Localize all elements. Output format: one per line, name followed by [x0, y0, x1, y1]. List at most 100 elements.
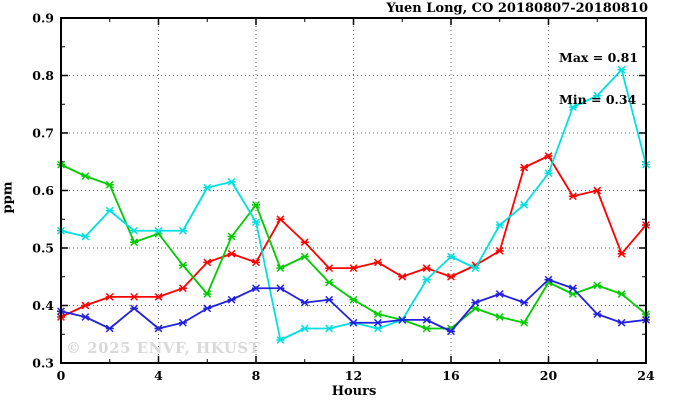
series-cyan-marker: [373, 324, 382, 333]
series-cyan-marker: [154, 226, 163, 235]
series-cyan-marker: [227, 177, 236, 186]
series-blue-marker: [495, 290, 504, 298]
series-green-marker: [300, 252, 309, 261]
series-cyan-marker: [471, 264, 480, 273]
series-cyan-marker: [178, 226, 187, 235]
series-cyan-marker: [276, 336, 285, 344]
series-blue-marker: [544, 275, 553, 284]
series-cyan-marker: [300, 324, 309, 333]
series-blue-marker: [252, 284, 260, 293]
series-cyan-marker: [447, 252, 455, 261]
series-red-marker: [276, 215, 285, 224]
series-blue-marker: [593, 310, 602, 319]
y-tick-label: 0.7: [32, 126, 54, 141]
series-cyan-marker: [495, 221, 504, 229]
series-green-marker: [252, 200, 260, 209]
y-tick-label: 0.4: [32, 298, 54, 313]
x-tick-label: 4: [154, 368, 163, 383]
series-green-marker: [276, 264, 285, 273]
series-red-marker: [593, 186, 602, 195]
series-red-marker: [300, 238, 309, 247]
x-tick-label: 0: [57, 368, 66, 383]
series-cyan-marker: [544, 169, 553, 178]
series-cyan-marker: [81, 232, 90, 241]
series-green-marker: [593, 281, 602, 290]
series-green-marker: [495, 313, 504, 321]
series-red-marker: [373, 258, 382, 267]
series-cyan-marker: [203, 183, 212, 192]
series-blue-marker: [349, 318, 358, 327]
series-red-marker: [81, 301, 90, 310]
series-blue-marker: [154, 324, 163, 333]
series-green-marker: [130, 238, 139, 247]
plot-border: [60, 17, 647, 364]
series-cyan-marker: [130, 226, 139, 235]
series-blue-marker: [398, 315, 407, 324]
series-blue-marker: [422, 315, 431, 324]
series-red-marker: [325, 264, 334, 273]
min-value-label: Min = 0.34: [559, 92, 637, 107]
series-red-marker: [203, 258, 212, 267]
series-red-marker: [447, 272, 455, 281]
y-tick-label: 0.9: [32, 11, 54, 26]
series-red-marker: [422, 264, 431, 273]
series-blue-marker: [568, 284, 577, 293]
series-blue-marker: [373, 318, 382, 327]
series-green-marker: [373, 310, 382, 319]
series-green-marker: [105, 180, 114, 189]
series-blue-marker: [520, 298, 529, 307]
series-blue-marker: [81, 313, 90, 321]
series-cyan-marker: [593, 91, 602, 100]
x-tick-label: 8: [252, 368, 261, 383]
y-tick-label: 0.8: [32, 68, 54, 83]
series-red-marker: [130, 292, 139, 301]
series-red-marker: [568, 192, 577, 201]
series-red-marker: [520, 163, 529, 172]
series-blue-marker: [130, 304, 139, 313]
series-red-marker: [252, 258, 260, 267]
series-cyan-marker: [422, 275, 431, 284]
series-green-marker: [422, 324, 431, 333]
series-cyan-marker: [617, 65, 626, 74]
series-blue-marker: [617, 318, 626, 327]
series-green-marker: [325, 278, 334, 287]
series-blue-marker: [178, 318, 187, 327]
series-blue-marker: [447, 327, 455, 336]
x-axis-label: Hours: [331, 384, 377, 399]
series-cyan-marker: [252, 218, 260, 227]
series-red-marker: [495, 246, 504, 255]
series-green-marker: [617, 290, 626, 298]
watermark: © 2025 ENVF, HKUST: [66, 339, 261, 357]
series-red-marker: [398, 272, 407, 281]
series-blue-marker: [276, 284, 285, 293]
y-axis-label: ppm: [0, 181, 16, 214]
x-tick-label: 12: [345, 368, 362, 383]
chart-title: Yuen Long, CO 20180807-20180810: [386, 1, 648, 16]
x-tick-label: 24: [637, 368, 655, 383]
series-red-marker: [154, 292, 163, 301]
series-red-marker: [544, 152, 553, 160]
series-blue-marker: [203, 304, 212, 313]
series-blue-marker: [105, 324, 114, 333]
series-blue-marker: [325, 295, 334, 304]
series-red-marker: [227, 249, 236, 258]
series-red-marker: [617, 249, 626, 258]
series-red-marker: [178, 284, 187, 293]
series-blue-marker: [300, 298, 309, 307]
series-cyan-marker: [568, 103, 577, 112]
y-tick-label: 0.5: [32, 241, 54, 256]
x-tick-label: 16: [442, 368, 460, 383]
series-cyan-marker: [105, 206, 114, 215]
series-blue-marker: [471, 298, 480, 307]
series-red-marker: [105, 292, 114, 301]
max-value-label: Max = 0.81: [559, 50, 639, 65]
series-green-marker: [81, 172, 90, 181]
series-green-marker: [203, 290, 212, 298]
series-cyan-marker: [325, 324, 334, 333]
stats-annotation: Max = 0.81 Min = 0.34: [559, 23, 638, 135]
series-green-marker: [227, 232, 236, 241]
y-tick-label: 0.6: [32, 183, 54, 198]
series-red-marker: [349, 264, 358, 273]
